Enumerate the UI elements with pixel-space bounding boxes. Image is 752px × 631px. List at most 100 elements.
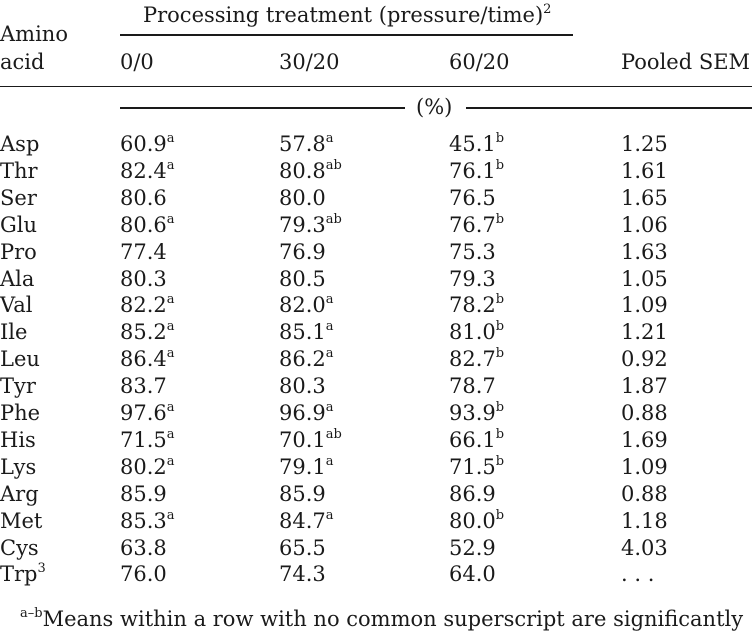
value-60-20-superscript: b <box>495 131 505 146</box>
value-0-0: 82.2 <box>120 293 167 318</box>
pooled-sem-cell: 1.65 <box>621 187 668 209</box>
value-60-20-cell: 82.7b <box>449 347 504 370</box>
pooled-sem-cell: 1.06 <box>621 214 668 236</box>
unit-label: (%) <box>416 95 453 119</box>
value-0-0: 85.3 <box>120 508 167 533</box>
amino-acid-superscript: 3 <box>37 561 46 577</box>
value-30-20-cell: 80.3 <box>279 376 326 397</box>
value-30-20-superscript: a <box>325 131 334 146</box>
processing-underline <box>120 34 573 36</box>
value-0-0-superscript: a <box>166 211 175 227</box>
amino-acid: Thr <box>0 158 38 183</box>
amino-acid: Arg <box>0 481 39 506</box>
pooled-sem-cell: 0.92 <box>621 349 668 370</box>
amino-acid: Ala <box>0 266 35 291</box>
value-60-20-cell: 78.7 <box>449 376 496 397</box>
value-30-20: 86.2 <box>279 347 326 372</box>
value-30-20: 65.5 <box>279 535 326 560</box>
header-amino-line1: Amino <box>0 22 68 46</box>
value-60-20-superscript: b <box>495 211 505 227</box>
footnote-marker: a–b <box>20 606 43 621</box>
value-0-0-superscript: a <box>166 346 175 362</box>
value-30-20-cell: 79.1a <box>279 455 334 478</box>
pooled-sem: 1.25 <box>621 132 668 156</box>
value-0-0: 83.7 <box>120 374 167 399</box>
value-60-20: 79.3 <box>449 266 496 291</box>
pooled-sem-cell: . . . <box>621 564 654 585</box>
value-60-20: 86.9 <box>449 481 496 506</box>
value-60-20: 45.1 <box>449 132 496 156</box>
amino-acid-cell: Pro <box>0 241 37 263</box>
pooled-sem: 1.87 <box>621 374 668 399</box>
value-60-20-cell: 71.5b <box>449 453 505 478</box>
value-60-20-cell: 80.0b <box>449 507 505 533</box>
amino-acid: Val <box>0 293 33 318</box>
value-0-0-superscript: a <box>166 453 175 469</box>
amino-acid-cell: Val <box>0 295 32 316</box>
amino-acid: Ile <box>0 320 28 345</box>
value-30-20: 85.9 <box>279 481 326 506</box>
value-30-20-cell: 74.3 <box>279 564 326 585</box>
pooled-sem: 0.88 <box>621 481 668 506</box>
pooled-sem-cell: 0.88 <box>621 403 668 424</box>
value-60-20: 52.9 <box>449 535 496 560</box>
value-0-0-cell: 63.8 <box>120 537 167 559</box>
amino-acid-cell: Tyr <box>0 376 36 397</box>
value-30-20-superscript: ab <box>325 157 342 173</box>
amino-acid: Lys <box>0 454 37 479</box>
value-60-20-cell: 78.2b <box>449 293 504 318</box>
value-0-0: 80.2 <box>120 454 167 479</box>
value-30-20-superscript: a <box>325 346 334 362</box>
value-60-20-superscript: b <box>495 507 505 523</box>
value-30-20: 76.9 <box>279 239 326 264</box>
amino-acid-cell: His <box>0 429 36 451</box>
value-60-20-cell: 76.1b <box>449 157 505 182</box>
pooled-sem-cell: 1.69 <box>621 429 668 451</box>
footnote-text: Means within a row with no common supers… <box>42 607 744 631</box>
value-60-20: 78.2 <box>449 293 496 318</box>
value-0-0-cell: 76.0 <box>120 564 167 585</box>
value-30-20-cell: 70.1ab <box>279 427 342 452</box>
value-0-0-cell: 77.4 <box>120 241 167 263</box>
value-60-20-superscript: b <box>495 319 505 335</box>
pooled-sem-cell: 1.63 <box>621 241 668 263</box>
value-60-20-superscript: b <box>495 157 505 173</box>
value-0-0-cell: 82.2a <box>120 293 175 318</box>
value-30-20-superscript: a <box>325 400 334 415</box>
value-30-20: 85.1 <box>279 320 326 345</box>
value-30-20: 80.3 <box>279 374 326 399</box>
pooled-sem-cell: 1.18 <box>621 510 668 532</box>
pooled-sem-cell: 1.25 <box>621 134 668 155</box>
pooled-sem: 1.05 <box>621 266 668 291</box>
value-0-0-cell: 80.6a <box>120 211 175 237</box>
pooled-sem-cell: 1.09 <box>621 456 668 478</box>
col-header-pooled-sem: Pooled SEM <box>621 50 751 74</box>
value-0-0-cell: 85.9 <box>120 483 167 505</box>
value-0-0: 80.6 <box>120 212 167 237</box>
pooled-sem: 1.09 <box>621 293 668 318</box>
amino-acid-cell: Thr <box>0 158 38 183</box>
amino-acid-cell: Glu <box>0 212 38 237</box>
value-0-0: 85.2 <box>120 320 167 345</box>
value-60-20: 76.7 <box>449 212 496 237</box>
amino-acid: Glu <box>0 212 38 237</box>
value-0-0-superscript: a <box>166 131 175 146</box>
value-30-20-cell: 65.5 <box>279 535 326 560</box>
value-0-0-superscript: a <box>166 400 175 415</box>
value-0-0: 80.3 <box>120 266 167 291</box>
value-0-0-cell: 80.6 <box>120 187 167 209</box>
pooled-sem: 0.88 <box>621 401 668 425</box>
amino-acid: Phe <box>0 401 41 425</box>
footnote: a–bMeans within a row with no common sup… <box>20 606 744 631</box>
header-bottom-rule <box>0 86 752 87</box>
value-60-20: 80.0 <box>449 508 496 533</box>
value-0-0-cell: 86.4a <box>120 346 175 370</box>
value-0-0-cell: 82.4a <box>120 159 175 182</box>
value-30-20-cell: 80.0 <box>279 187 326 209</box>
value-30-20: 70.1 <box>279 427 326 452</box>
value-60-20-cell: 75.3 <box>449 241 496 263</box>
value-0-0-cell: 97.6a <box>120 400 175 424</box>
value-60-20-cell: 45.1b <box>449 131 505 156</box>
value-60-20-superscript: b <box>495 453 505 469</box>
value-30-20: 80.8 <box>279 158 326 183</box>
